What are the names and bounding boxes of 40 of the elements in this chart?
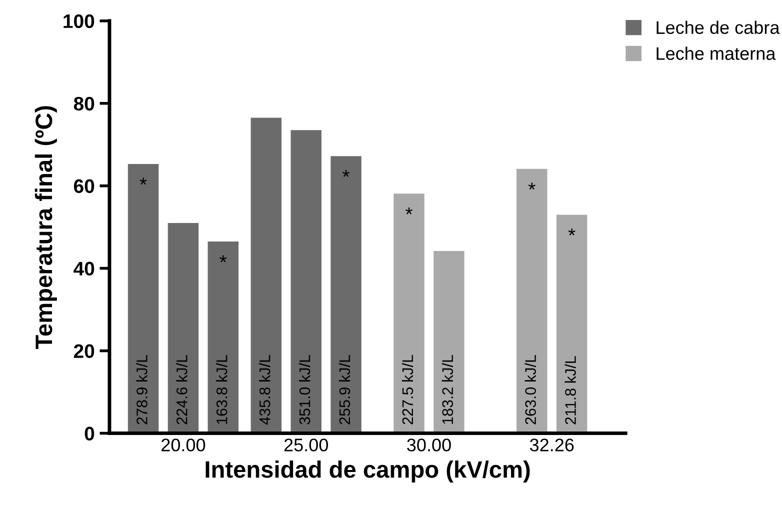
x-tick-label: 25.00 [284,438,328,452]
annotation: 351.0 kJ/L [298,355,310,424]
bar [434,250,464,434]
y-tick-label: 80 [74,96,94,111]
annotation: 224.6 kJ/L [176,355,188,424]
legend-label: Leche de cabra [656,20,780,34]
y-tick-label: 20 [74,344,94,358]
annotation: 435.8 kJ/L [259,355,270,425]
bar [330,156,362,434]
data-label: * [342,170,350,177]
data-label: * [140,178,147,185]
bar [394,194,424,434]
bar [168,222,199,434]
bar [516,168,548,434]
bar [128,164,159,434]
data-label: * [220,255,227,262]
data-label: * [528,182,536,190]
bar [208,242,239,434]
y-tick-label: 100 [64,14,94,28]
data-label: * [568,228,576,236]
annotation: 211.8 kJ/L [564,356,576,424]
bar [290,130,322,434]
x-tick-label: 32.26 [530,438,574,452]
y-axis-title: Temperatura final (ºC) [34,106,57,349]
annotation: 263.0 kJ/L [524,355,536,424]
y-tick-label: 60 [74,179,94,194]
bar [556,214,588,434]
x-tick-label: 30.00 [407,438,451,452]
annotation: 227.5 kJ/L [402,355,414,424]
bar [250,118,282,434]
annotation: 255.9 kJ/L [338,355,350,424]
y-tick-label: 0 [84,426,94,440]
legend-label: Leche materna [656,46,776,60]
x-tick-label: 20.00 [162,438,206,452]
annotation: 183.2 kJ/L [442,355,454,424]
x-axis-title: Intensidad de campo (kV/cm) [206,460,530,483]
annotation: 163.8 kJ/L [216,355,228,424]
data-label: * [406,208,412,214]
y-tick-label: 40 [74,262,94,276]
annotation: 278.9 kJ/L [136,355,148,424]
